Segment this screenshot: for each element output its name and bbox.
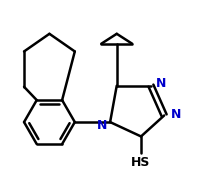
Text: N: N (170, 108, 181, 121)
Text: N: N (97, 119, 107, 132)
Text: HS: HS (131, 156, 150, 169)
Text: N: N (155, 77, 165, 90)
